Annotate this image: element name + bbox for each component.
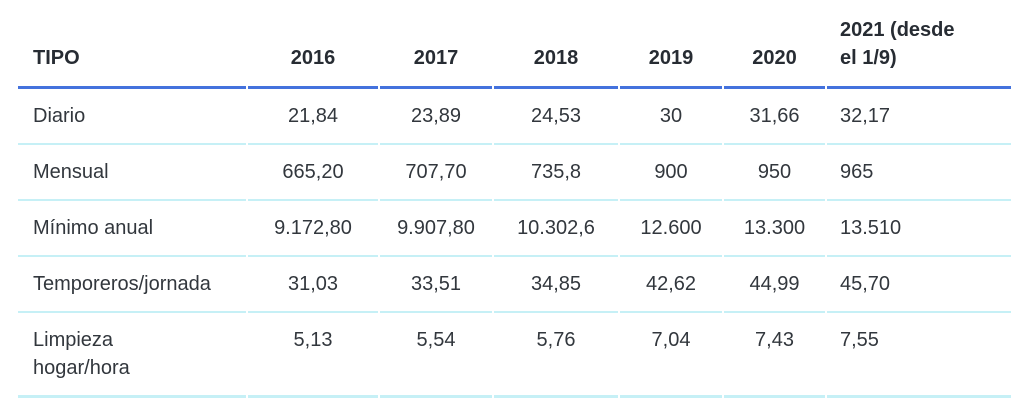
cell-diario-2019: 30 <box>620 89 722 145</box>
table-row-temporeros: Temporeros/jornada 31,03 33,51 34,85 42,… <box>18 257 1011 313</box>
header-row: TIPO 2016 2017 2018 2019 2020 2021 (desd… <box>18 6 1011 89</box>
cell-minimo-2016: 9.172,80 <box>248 201 378 257</box>
cell-limpieza-2020: 7,43 <box>724 313 825 398</box>
table-row-minimo-anual: Mínimo anual 9.172,80 9.907,80 10.302,6 … <box>18 201 1011 257</box>
cell-mensual-2018: 735,8 <box>494 145 618 201</box>
salary-table-container: TIPO 2016 2017 2018 2019 2020 2021 (desd… <box>16 6 1013 398</box>
cell-mensual-2020: 950 <box>724 145 825 201</box>
cell-diario-2016: 21,84 <box>248 89 378 145</box>
cell-diario-2020: 31,66 <box>724 89 825 145</box>
row-label: Temporeros/jornada <box>18 257 246 313</box>
cell-limpieza-2019: 7,04 <box>620 313 722 398</box>
table-row-mensual: Mensual 665,20 707,70 735,8 900 950 965 <box>18 145 1011 201</box>
table-row-diario: Diario 21,84 23,89 24,53 30 31,66 32,17 <box>18 89 1011 145</box>
cell-minimo-2018: 10.302,6 <box>494 201 618 257</box>
column-header-2020: 2020 <box>724 6 825 89</box>
column-header-2017: 2017 <box>380 6 492 89</box>
cell-temporeros-2016: 31,03 <box>248 257 378 313</box>
cell-minimo-2019: 12.600 <box>620 201 722 257</box>
cell-limpieza-2018: 5,76 <box>494 313 618 398</box>
column-header-tipo: TIPO <box>18 6 246 89</box>
cell-diario-2018: 24,53 <box>494 89 618 145</box>
cell-diario-2017: 23,89 <box>380 89 492 145</box>
row-label: Mensual <box>18 145 246 201</box>
cell-limpieza-2021: 7,55 <box>827 313 1011 398</box>
cell-limpieza-2017: 5,54 <box>380 313 492 398</box>
salary-table: TIPO 2016 2017 2018 2019 2020 2021 (desd… <box>16 6 1013 398</box>
cell-mensual-2021: 965 <box>827 145 1011 201</box>
cell-temporeros-2017: 33,51 <box>380 257 492 313</box>
cell-minimo-2021: 13.510 <box>827 201 1011 257</box>
cell-mensual-2019: 900 <box>620 145 722 201</box>
column-header-2018: 2018 <box>494 6 618 89</box>
row-label: Limpieza hogar/hora <box>18 313 246 398</box>
cell-minimo-2017: 9.907,80 <box>380 201 492 257</box>
column-header-2019: 2019 <box>620 6 722 89</box>
row-label: Mínimo anual <box>18 201 246 257</box>
column-header-2016: 2016 <box>248 6 378 89</box>
cell-temporeros-2021: 45,70 <box>827 257 1011 313</box>
column-header-2021: 2021 (desde el 1/9) <box>827 6 1011 89</box>
row-label: Diario <box>18 89 246 145</box>
cell-temporeros-2018: 34,85 <box>494 257 618 313</box>
cell-temporeros-2020: 44,99 <box>724 257 825 313</box>
cell-mensual-2017: 707,70 <box>380 145 492 201</box>
cell-mensual-2016: 665,20 <box>248 145 378 201</box>
cell-limpieza-2016: 5,13 <box>248 313 378 398</box>
cell-temporeros-2019: 42,62 <box>620 257 722 313</box>
cell-diario-2021: 32,17 <box>827 89 1011 145</box>
cell-minimo-2020: 13.300 <box>724 201 825 257</box>
table-row-limpieza: Limpieza hogar/hora 5,13 5,54 5,76 7,04 … <box>18 313 1011 398</box>
